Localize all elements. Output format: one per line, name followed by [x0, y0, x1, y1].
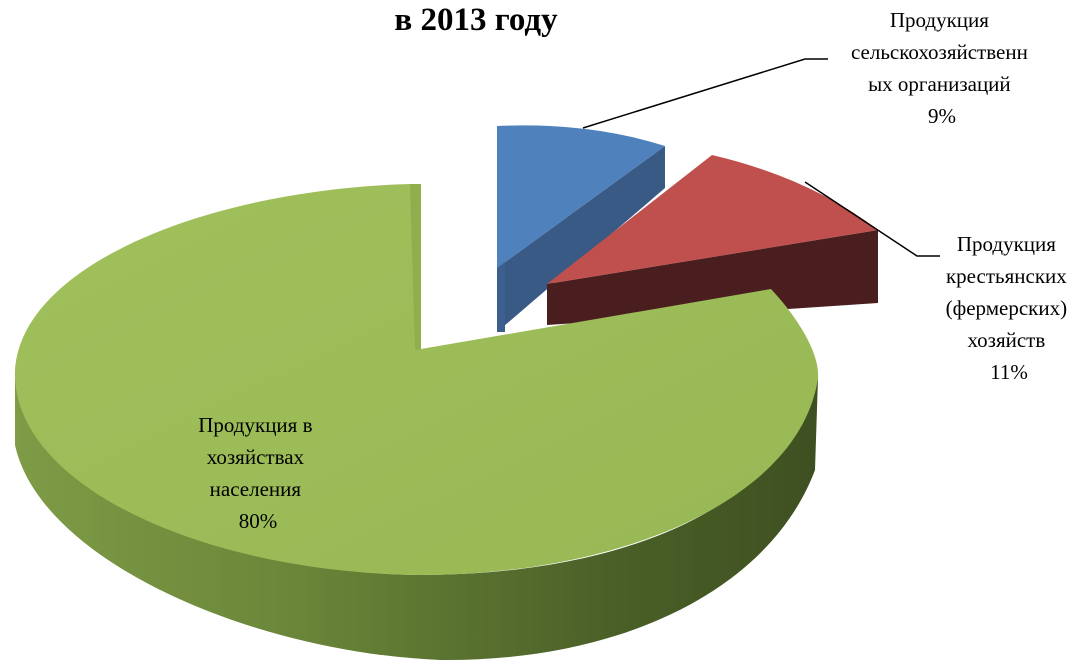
- pie-slice-peasant-farms: [547, 155, 878, 325]
- label-line: 80%: [239, 509, 278, 533]
- label-line: 11%: [990, 360, 1028, 384]
- slice-top: [497, 125, 665, 268]
- leader-line-peasant-farms: [804, 181, 940, 257]
- pie-slice-agricultural-organizations: [497, 125, 665, 332]
- label-line: ых организаций: [868, 72, 1011, 96]
- slice-side: [15, 378, 818, 661]
- slice-top: [14, 184, 819, 575]
- label-line: Продукция: [957, 232, 1056, 256]
- data-label-households: Продукция в хозяйствах населения 80%: [198, 413, 318, 533]
- slice-top: [547, 155, 878, 284]
- label-line: населения: [210, 477, 302, 501]
- label-line: Продукция в: [198, 413, 312, 437]
- slice-side: [497, 146, 665, 332]
- data-label-agricultural-organizations: Продукция сельскохозяйственн ых организа…: [851, 8, 1033, 128]
- label-line: (фермерских): [946, 296, 1067, 320]
- chart-title: в 2013 году: [394, 2, 558, 38]
- label-line: крестьянских: [946, 264, 1067, 288]
- label-line: сельскохозяйственн: [851, 40, 1028, 64]
- slice-inner-face: [410, 184, 421, 350]
- label-line: хозяйств: [967, 328, 1045, 352]
- leader-line-agricultural-organizations: [582, 58, 828, 129]
- pie-slice-households: [14, 184, 819, 661]
- slice-side: [547, 230, 878, 325]
- data-label-peasant-farms: Продукция крестьянских (фермерских) хозя…: [946, 232, 1073, 384]
- label-line: 9%: [928, 104, 956, 128]
- label-line: хозяйствах: [207, 445, 305, 469]
- label-line: Продукция: [890, 8, 989, 32]
